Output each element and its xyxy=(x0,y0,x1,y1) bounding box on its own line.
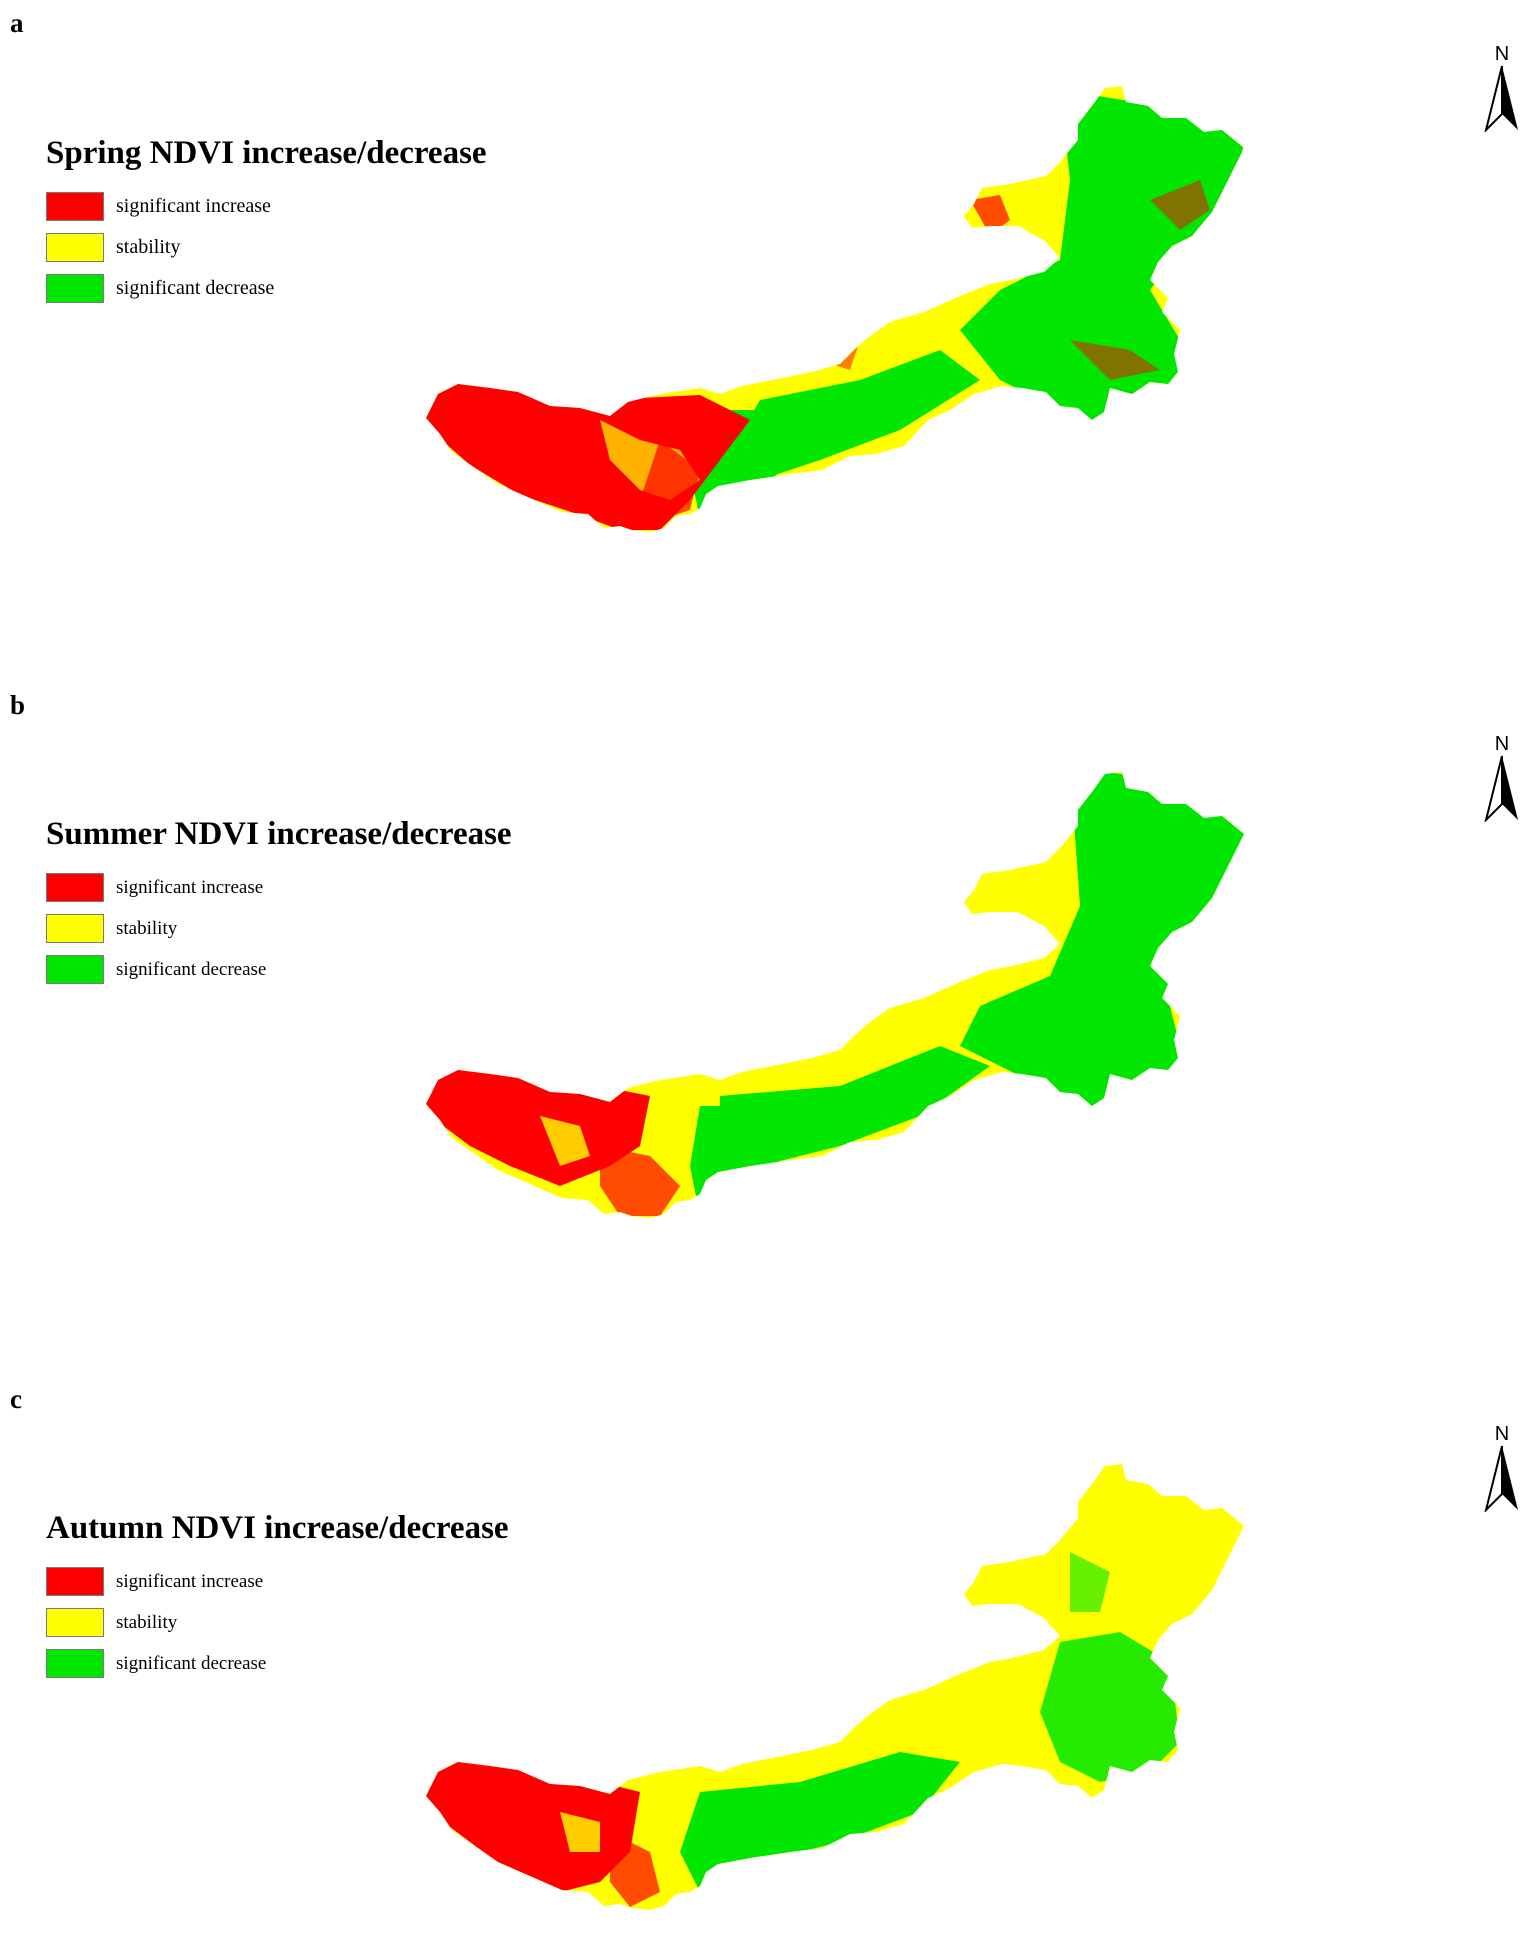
region-fill xyxy=(426,1464,1244,1910)
legend-title: Summer NDVI increase/decrease xyxy=(46,816,512,852)
ndvi-map xyxy=(426,1464,1244,1910)
region-fill xyxy=(426,86,1244,532)
legend: Autumn NDVI increase/decrease significan… xyxy=(46,1510,509,1684)
legend-label: significant decrease xyxy=(116,1652,267,1674)
legend-label: significant decrease xyxy=(116,958,267,980)
swatch-increase xyxy=(46,192,104,221)
legend-label: significant increase xyxy=(116,876,264,898)
swatch-decrease xyxy=(46,274,104,303)
north-arrow: N xyxy=(1480,734,1524,827)
north-arrow: N xyxy=(1480,44,1524,137)
panel-spring: a Spring NDVI increase/decrease signific… xyxy=(0,0,1535,646)
north-arrow-icon xyxy=(1484,65,1518,134)
legend-item-increase: significant increase xyxy=(46,1561,509,1602)
legend: Spring NDVI increase/decrease significan… xyxy=(46,135,487,309)
swatch-increase xyxy=(46,873,104,902)
panel-autumn: c Autumn NDVI increase/decrease signific… xyxy=(0,1292,1535,1938)
swatch-increase xyxy=(46,1567,104,1596)
swatch-decrease xyxy=(46,1649,104,1678)
ndvi-map xyxy=(426,772,1244,1218)
north-arrow-icon xyxy=(1484,1445,1518,1514)
north-letter: N xyxy=(1494,1423,1510,1445)
legend: Summer NDVI increase/decrease significan… xyxy=(46,816,512,990)
panel-summer: b Summer NDVI increase/decrease signific… xyxy=(0,646,1535,1292)
legend-label: significant decrease xyxy=(116,277,275,299)
legend-item-decrease: significant decrease xyxy=(46,1643,509,1684)
legend-label: stability xyxy=(116,917,178,939)
legend-item-stability: stability xyxy=(46,1602,509,1643)
legend-item-decrease: significant decrease xyxy=(46,268,487,309)
legend-title: Autumn NDVI increase/decrease xyxy=(46,1510,509,1546)
legend-label: stability xyxy=(116,1611,178,1633)
legend-item-stability: stability xyxy=(46,227,487,268)
region-fill xyxy=(426,772,1244,1218)
legend-title: Spring NDVI increase/decrease xyxy=(46,135,487,171)
ndvi-map xyxy=(426,86,1244,532)
swatch-stability xyxy=(46,914,104,943)
legend-item-increase: significant increase xyxy=(46,867,512,908)
legend-label: significant increase xyxy=(116,1570,264,1592)
north-arrow: N xyxy=(1480,1424,1524,1517)
legend-label: significant increase xyxy=(116,195,271,217)
legend-item-decrease: significant decrease xyxy=(46,949,512,990)
swatch-stability xyxy=(46,233,104,262)
north-letter: N xyxy=(1494,733,1510,755)
legend-item-stability: stability xyxy=(46,908,512,949)
swatch-stability xyxy=(46,1608,104,1637)
north-arrow-icon xyxy=(1484,755,1518,824)
swatch-decrease xyxy=(46,955,104,984)
legend-item-increase: significant increase xyxy=(46,186,487,227)
legend-label: stability xyxy=(116,236,181,258)
panel-letter: b xyxy=(10,690,26,720)
north-letter: N xyxy=(1494,43,1510,65)
panel-letter: c xyxy=(10,1384,22,1414)
panel-letter: a xyxy=(10,8,24,38)
